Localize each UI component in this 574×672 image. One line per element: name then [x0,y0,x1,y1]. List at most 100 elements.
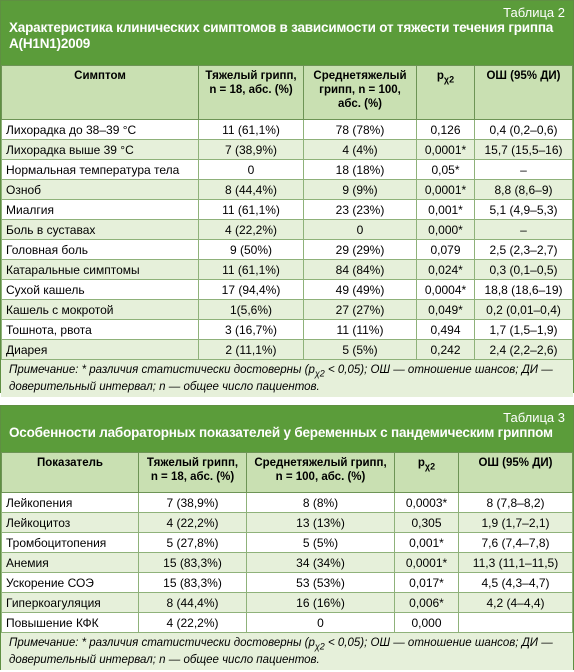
column-header: pχ2 [394,452,459,493]
table-cell: Повышение КФК [1,612,139,633]
table-cell: 11,3 (11,1–11,5) [458,552,573,573]
note-text: Примечание: * различия статистически дос… [9,364,315,376]
table-cell: 8 (44,4%) [138,592,247,613]
table-cell: 11 (11%) [303,319,417,340]
table-cell: 0,017* [394,572,459,593]
table-cell: 5 (5%) [303,339,417,360]
table-cell: 0,000* [416,219,475,240]
table-row: Тошнота, рвота 3 (16,7%) 11 (11%) 0,494 1,7 … [1,319,573,340]
table-cell: 0 [246,612,395,633]
table-cell: Кашель с мокротой [1,299,199,320]
table-cell: 17 (94,4%) [198,279,304,300]
note-text: < 0,05); ОШ — отношение шансов; ДИ — дов… [9,364,553,394]
table-cell: 5 (27,8%) [138,532,247,553]
table-cell: 8,8 (8,6–9) [474,179,573,200]
header-text: p [417,457,425,469]
table-row: Нормальная температура тела 0 18 (18%) 0,05… [1,159,573,180]
table-cell: 0,001* [394,532,459,553]
table-cell: 0 [198,159,304,180]
table-cell: 4 (22,2%) [198,219,304,240]
table-cell: Лихорадка выше 39 °С [1,139,199,160]
table-cell: 23 (23%) [303,199,417,220]
table-row: Анемия 15 (83,3%) 34 (34%) 0,0001* 11,3 (11,… [1,552,573,573]
table-number: Таблица 3 [503,410,565,425]
table-row: Гиперкоагуляция 8 (44,4%) 16 (16%) 0,006* 4,… [1,592,573,613]
table-cell: 3 (16,7%) [198,319,304,340]
table-row: Озноб 8 (44,4%) 9 (9%) 0,0001* 8,8 (8,6–9) [1,179,573,200]
column-header: Тяжелый грипп, n = 18, абс. (%) [198,65,304,120]
table-cell: – [474,219,573,240]
table-cell: 8 (7,8–8,2) [458,492,573,513]
table-cell: 0,05* [416,159,475,180]
table-cell: 0,126 [416,119,475,140]
table-cell: 49 (49%) [303,279,417,300]
table-cell: Лейкопения [1,492,139,513]
table-cell: 8 (44,4%) [198,179,304,200]
table-cell: Тромбоцитопения [1,532,139,553]
table-block: Таблица 3 Особенности лабораторных показ… [0,405,574,671]
table-cell: 1,9 (1,7–2,1) [458,512,573,533]
table-cell: Нормальная температура тела [1,159,199,180]
table-cell: 0,0001* [394,552,459,573]
table-cell: 0,0001* [416,139,475,160]
table-cell: 0,001* [416,199,475,220]
header-row: Показатель Тяжелый грипп, n = 18, абс. (%… [1,452,573,493]
table-cell: 4 (22,2%) [138,512,247,533]
table-header: Таблица 2 Характеристика клинических сим… [1,1,573,65]
table-cell: 2 (11,1%) [198,339,304,360]
table-note: Примечание: * различия статистически дос… [1,633,573,671]
table-cell: 4,2 (4–4,4) [458,592,573,613]
header-subscript: χ2 [443,74,455,85]
table-cell: Головная боль [1,239,199,260]
table-cell: 84 (84%) [303,259,417,280]
table-cell: Озноб [1,179,199,200]
table-cell: 5,1 (4,9–5,3) [474,199,573,220]
column-header: ОШ (95% ДИ) [474,65,573,120]
table-cell: 53 (53%) [246,572,395,593]
table-cell: 11 (61,1%) [198,119,304,140]
table-cell: 11 (61,1%) [198,199,304,220]
table-header: Таблица 3 Особенности лабораторных показ… [1,406,573,452]
column-header: Показатель [1,452,139,493]
column-header: Симптом [1,65,199,120]
table-title: Особенности лабораторных показателей у б… [9,425,553,440]
table-cell: 1,7 (1,5–1,9) [474,319,573,340]
table-row: Тромбоцитопения 5 (27,8%) 5 (5%) 0,001* 7,6 … [1,532,573,553]
table-cell: 29 (29%) [303,239,417,260]
table-cell: Миалгия [1,199,199,220]
table-row: Лихорадка выше 39 °С 7 (38,9%) 4 (4%) 0,000… [1,139,573,160]
table-row: Лихорадка до 38–39 °С 11 (61,1%) 78 (78%) 0… [1,119,573,140]
table-row: Миалгия 11 (61,1%) 23 (23%) 0,001* 5,1 (4,9–… [1,199,573,220]
table-number: Таблица 2 [503,5,565,20]
table-cell: 0,0004* [416,279,475,300]
table-cell: 8 (8%) [246,492,395,513]
table-cell: 0,000 [394,612,459,633]
table-cell: 18,8 (18,6–19) [474,279,573,300]
table-row: Лейкопения 7 (38,9%) 8 (8%) 0,0003* 8 (7,8–8… [1,492,573,513]
table-cell: 0,006* [394,592,459,613]
table-cell: 9 (50%) [198,239,304,260]
table-cell: 9 (9%) [303,179,417,200]
note-text: Примечание: * различия статистически дос… [9,637,315,649]
header-subscript: χ2 [424,461,436,472]
table-cell: Лихорадка до 38–39 °С [1,119,199,140]
table-cell: 0,024* [416,259,475,280]
table-cell: 0,4 (0,2–0,6) [474,119,573,140]
table-row: Боль в суставах 4 (22,2%) 0 0,000* – [1,219,573,240]
table-cell: 0 [303,219,417,240]
column-header: Среднетяжелый грипп, n = 100, абс. (%) [246,452,395,493]
table-cell: 0,0001* [416,179,475,200]
table-cell: 15,7 (15,5–16) [474,139,573,160]
table-note: Примечание: * различия статистически дос… [1,360,573,398]
table-cell: 2,5 (2,3–2,7) [474,239,573,260]
table-row: Повышение КФК 4 (22,2%) 0 0,000 [1,612,573,633]
table-cell: 1(5,6%) [198,299,304,320]
header-row: Симптом Тяжелый грипп, n = 18, абс. (%) Ср… [1,65,573,120]
note-subscript: χ2 [314,641,325,652]
table-title: Характеристика клинических симптомов в з… [9,20,554,51]
table-cell: 0,494 [416,319,475,340]
table-block: Таблица 2 Характеристика клинических сим… [0,0,574,398]
note-subscript: χ2 [314,368,325,379]
